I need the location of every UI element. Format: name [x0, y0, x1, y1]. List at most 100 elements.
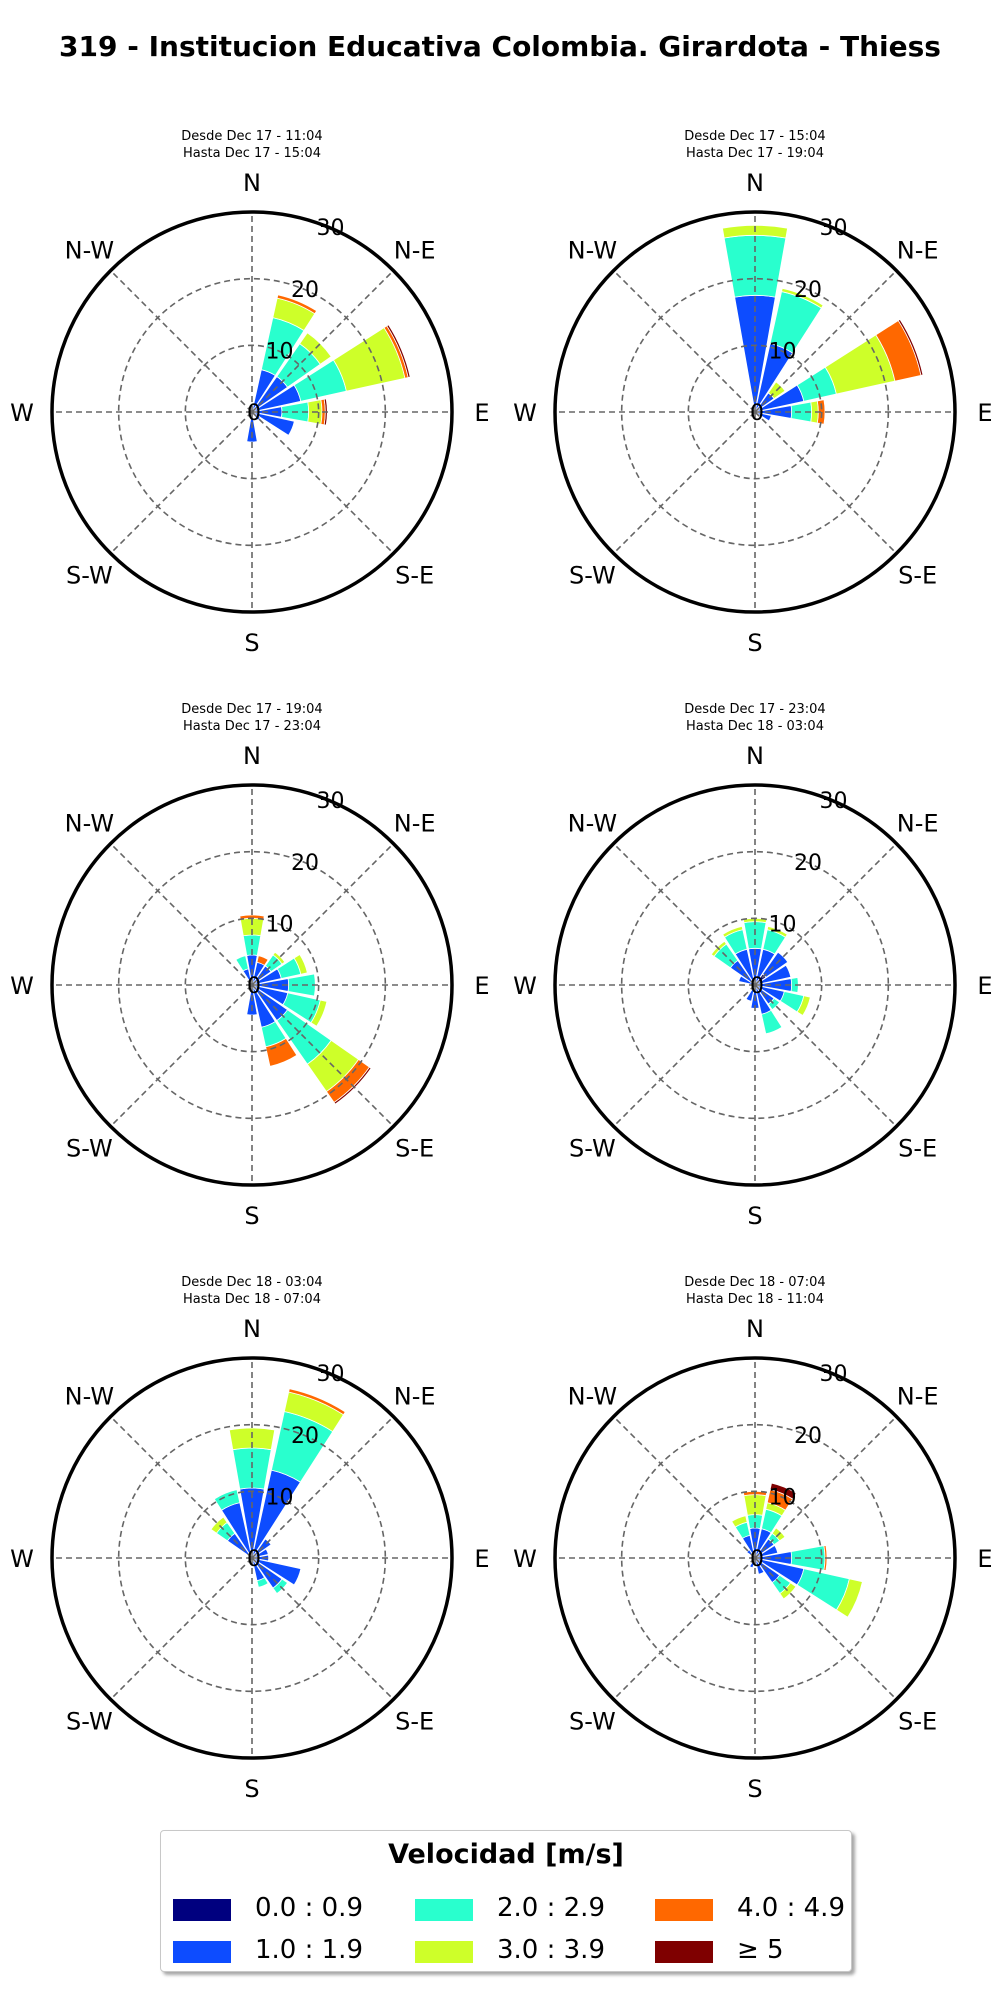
compass-label: N-W — [568, 1382, 617, 1410]
direction-grid-line — [613, 411, 756, 554]
windrose-charts: Desde Dec 17 - 11:04 Hasta Dec 17 - 15:04… — [10, 129, 992, 1803]
direction-grid-line — [754, 1416, 897, 1559]
radial-tick-label: 30 — [820, 789, 848, 814]
rose-bar — [760, 1009, 783, 1035]
rose-bar — [757, 964, 792, 985]
compass-label: S-E — [395, 562, 434, 590]
compass-label: S-E — [898, 1135, 937, 1163]
legend-label: 2.0 : 2.9 — [497, 1893, 605, 1923]
rose-bar — [757, 412, 772, 422]
compass-label: E — [977, 972, 992, 1000]
direction-grid-line — [613, 984, 756, 1127]
chart-subtitle: Desde Dec 17 - 23:04 — [684, 702, 825, 717]
rose-bar — [722, 925, 744, 938]
compass-label: N-W — [65, 1382, 114, 1410]
compass-label: W — [10, 399, 34, 427]
compass-label: N-E — [394, 1382, 436, 1410]
radial-grid-circle — [687, 917, 823, 1053]
legend-label: 1.0 : 1.9 — [255, 1935, 363, 1965]
rose-bar — [897, 318, 924, 376]
direction-grid-line — [251, 984, 394, 1127]
radial-tick-label: 20 — [291, 851, 319, 876]
rose-bar — [386, 324, 411, 378]
legend-swatch — [415, 1899, 473, 1921]
direction-grid-line — [110, 1557, 253, 1700]
windrose-3: Desde Dec 17 - 19:04 Hasta Dec 17 - 23:04… — [10, 702, 489, 1230]
rose-bar — [210, 1516, 228, 1534]
radial-tick-label: 0 — [750, 974, 764, 999]
direction-grid-line — [110, 411, 253, 554]
outer-ring — [50, 210, 454, 614]
windrose-1: Desde Dec 17 - 11:04 Hasta Dec 17 - 15:04… — [10, 129, 489, 657]
rose-bar — [766, 925, 788, 938]
radial-tick-label: 30 — [317, 1362, 345, 1387]
legend-swatch — [415, 1941, 473, 1963]
compass-label: N-W — [568, 809, 617, 837]
radial-tick-label: 0 — [750, 401, 764, 426]
compass-label: N-W — [65, 236, 114, 264]
radial-tick-label: 10 — [266, 339, 294, 364]
rose-bar — [235, 955, 249, 972]
outer-ring — [553, 1356, 957, 1760]
radial-grid-circle — [687, 1490, 823, 1626]
direction-grid-line — [110, 984, 253, 1127]
compass-label: S-W — [569, 1708, 616, 1736]
direction-grid-line — [613, 270, 756, 413]
rose-bar — [288, 1388, 346, 1416]
radial-tick-label: 10 — [266, 1485, 294, 1510]
rose-bar — [299, 332, 332, 365]
compass-label: N-E — [897, 1382, 939, 1410]
chart-subtitle: Desde Dec 17 - 15:04 — [684, 129, 825, 144]
rose-bar — [256, 1577, 269, 1588]
legend: Velocidad [m/s] 0.0 : 0.9 1.0 : 1.9 2.0 … — [160, 1830, 852, 1972]
rose-bar — [781, 287, 824, 309]
compass-label: S-W — [66, 1708, 113, 1736]
rose-bar — [272, 951, 286, 965]
rose-bar — [254, 1548, 269, 1558]
radial-tick-label: 0 — [247, 1547, 261, 1572]
rose-bar — [779, 1582, 797, 1600]
chart-subtitle: Hasta Dec 17 - 15:04 — [183, 146, 321, 161]
radial-tick-label: 10 — [769, 912, 797, 937]
compass-label: S — [244, 629, 259, 657]
radial-tick-label: 20 — [291, 278, 319, 303]
radial-tick-label: 20 — [794, 1424, 822, 1449]
outer-ring — [50, 783, 454, 1187]
direction-grid-line — [251, 1416, 394, 1559]
compass-label: E — [474, 1545, 489, 1573]
radial-tick-label: 10 — [769, 1485, 797, 1510]
outer-ring — [50, 1356, 454, 1760]
radial-tick-label: 10 — [769, 339, 797, 364]
chart-subtitle: Hasta Dec 18 - 03:04 — [686, 719, 824, 734]
compass-label: N — [243, 1315, 261, 1343]
rose-bar — [769, 1482, 797, 1500]
direction-grid-line — [613, 843, 756, 986]
compass-label: W — [10, 1545, 34, 1573]
direction-grid-line — [110, 270, 253, 413]
compass-label: S-W — [569, 1135, 616, 1163]
compass-label: N-E — [394, 236, 436, 264]
legend-swatch — [655, 1899, 713, 1921]
direction-grid-line — [251, 843, 394, 986]
compass-label: E — [977, 1545, 992, 1573]
legend-label: ≥ 5 — [737, 1935, 784, 1965]
compass-label: S — [244, 1202, 259, 1230]
compass-label: E — [474, 399, 489, 427]
compass-label: S-W — [66, 562, 113, 590]
rose-bar — [731, 1515, 748, 1528]
rose-bar — [745, 987, 755, 1002]
windrose-6: Desde Dec 18 - 07:04 Hasta Dec 18 - 11:04… — [513, 1275, 992, 1803]
compass-label: S-W — [569, 562, 616, 590]
compass-label: S — [747, 629, 762, 657]
direction-grid-line — [110, 843, 253, 986]
compass-label: S — [244, 1775, 259, 1803]
windrose-2: Desde Dec 17 - 15:04 Hasta Dec 17 - 19:04… — [513, 129, 992, 657]
direction-grid-line — [110, 1416, 253, 1559]
legend-swatch — [655, 1941, 713, 1963]
radial-tick-label: 20 — [794, 851, 822, 876]
compass-label: N — [243, 742, 261, 770]
rose-bar — [790, 976, 799, 994]
compass-label: S-E — [898, 562, 937, 590]
direction-grid-line — [613, 1557, 756, 1700]
compass-label: E — [474, 972, 489, 1000]
